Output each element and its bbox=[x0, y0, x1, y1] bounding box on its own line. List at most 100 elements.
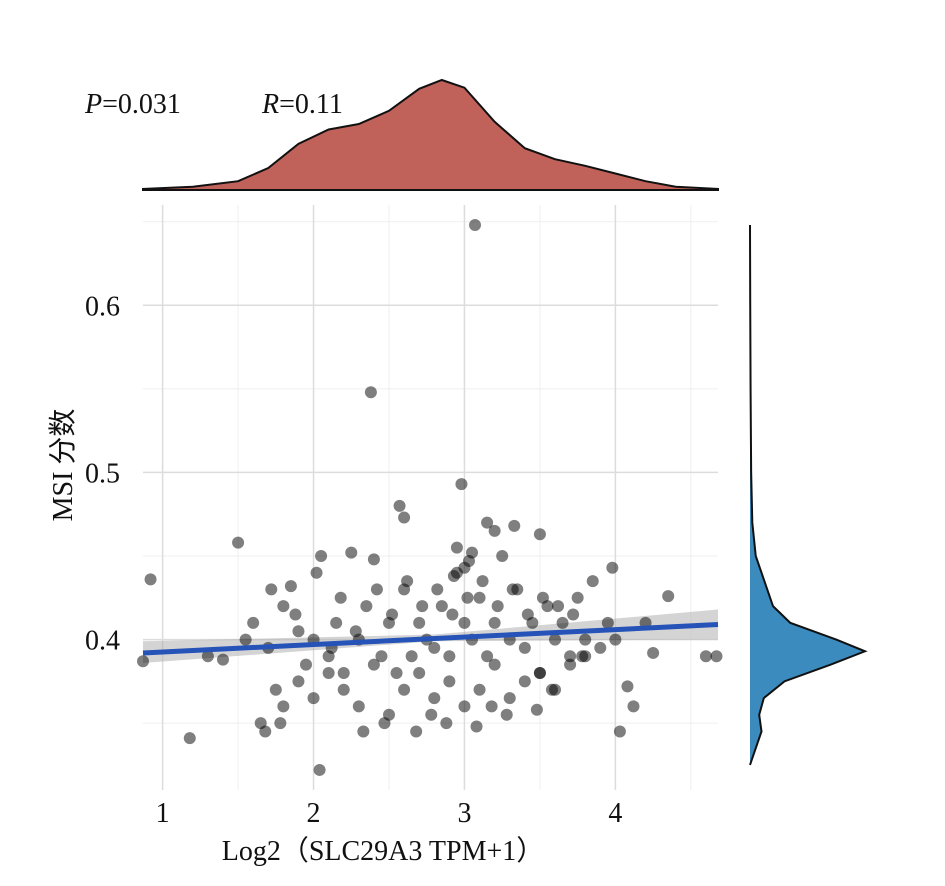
point bbox=[627, 700, 640, 713]
point bbox=[549, 633, 562, 646]
point bbox=[606, 561, 619, 574]
point bbox=[428, 692, 441, 705]
point bbox=[496, 550, 509, 562]
point bbox=[455, 478, 468, 491]
point bbox=[284, 580, 297, 593]
point bbox=[277, 600, 290, 613]
point bbox=[594, 641, 607, 654]
point bbox=[310, 566, 323, 579]
point bbox=[481, 650, 494, 663]
point bbox=[216, 653, 229, 666]
point bbox=[461, 591, 474, 604]
point bbox=[425, 708, 438, 721]
point bbox=[533, 667, 546, 679]
point bbox=[462, 555, 475, 568]
point bbox=[567, 608, 580, 621]
point bbox=[401, 575, 414, 588]
point bbox=[556, 616, 569, 629]
point bbox=[533, 528, 546, 541]
point bbox=[277, 700, 290, 713]
point bbox=[571, 591, 584, 604]
point bbox=[662, 590, 675, 603]
point bbox=[259, 725, 272, 738]
point bbox=[398, 511, 411, 524]
point bbox=[613, 725, 626, 738]
point bbox=[508, 519, 521, 532]
point bbox=[586, 575, 599, 588]
point bbox=[488, 524, 501, 537]
point bbox=[469, 219, 482, 232]
point bbox=[431, 583, 444, 596]
point bbox=[269, 683, 282, 696]
point bbox=[500, 708, 513, 721]
point bbox=[232, 536, 245, 549]
point bbox=[488, 658, 501, 671]
point bbox=[393, 499, 406, 512]
point bbox=[518, 675, 531, 688]
point bbox=[485, 700, 498, 713]
point bbox=[458, 616, 471, 629]
point bbox=[450, 566, 463, 579]
point bbox=[491, 600, 504, 613]
point bbox=[337, 667, 350, 679]
point bbox=[416, 600, 429, 613]
point bbox=[201, 650, 214, 663]
point bbox=[144, 573, 157, 586]
point bbox=[405, 650, 418, 663]
point bbox=[481, 516, 494, 529]
point bbox=[386, 608, 399, 621]
point bbox=[330, 616, 343, 629]
point bbox=[274, 717, 287, 730]
point bbox=[476, 575, 489, 588]
point bbox=[289, 608, 302, 621]
point bbox=[337, 683, 350, 696]
point bbox=[364, 386, 377, 399]
annotation: R=0.11 bbox=[261, 89, 343, 120]
point bbox=[334, 591, 347, 604]
point bbox=[450, 541, 463, 554]
point bbox=[137, 655, 149, 668]
point bbox=[390, 667, 403, 679]
point bbox=[410, 725, 423, 738]
point bbox=[375, 650, 388, 663]
x-tick-label: 4 bbox=[608, 798, 622, 829]
point bbox=[579, 633, 592, 646]
point bbox=[299, 658, 312, 671]
x-axis-label: Log2（SLC29A3 TPM+1） bbox=[222, 835, 545, 867]
point bbox=[621, 680, 634, 693]
point bbox=[536, 591, 549, 604]
point bbox=[488, 616, 501, 629]
point bbox=[521, 608, 534, 621]
point bbox=[545, 683, 558, 696]
point bbox=[313, 763, 326, 776]
point bbox=[239, 633, 252, 646]
point bbox=[609, 633, 622, 646]
point bbox=[440, 717, 453, 730]
point bbox=[446, 608, 459, 621]
point bbox=[710, 650, 723, 663]
point bbox=[413, 667, 426, 679]
point bbox=[265, 583, 278, 596]
top-density bbox=[142, 78, 719, 191]
point bbox=[357, 725, 370, 738]
point bbox=[601, 616, 614, 629]
point bbox=[345, 546, 358, 559]
x-tick-label: 3 bbox=[457, 798, 471, 829]
point bbox=[398, 683, 411, 696]
point bbox=[307, 692, 320, 705]
point bbox=[370, 583, 383, 596]
point bbox=[349, 625, 362, 638]
point bbox=[564, 650, 577, 663]
y-axis-label: MSI 分数 bbox=[47, 409, 79, 522]
point bbox=[292, 625, 305, 638]
point bbox=[435, 600, 448, 613]
point bbox=[564, 658, 577, 671]
point bbox=[322, 667, 335, 679]
point bbox=[367, 553, 380, 566]
point bbox=[360, 600, 373, 613]
point bbox=[518, 641, 531, 654]
point bbox=[352, 700, 365, 713]
x-tick-label: 2 bbox=[307, 798, 321, 829]
